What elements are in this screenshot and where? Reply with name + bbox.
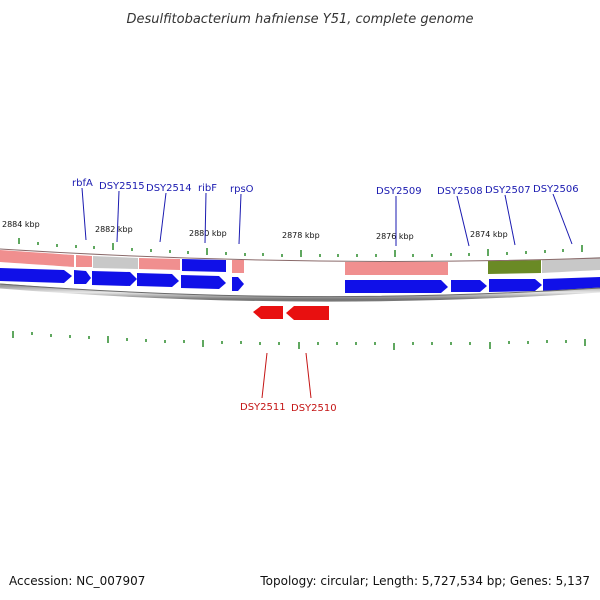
gene-arrow-forward bbox=[489, 279, 542, 292]
accession-text: Accession: NC_007907 bbox=[9, 574, 146, 588]
reverse-gene-track bbox=[253, 306, 329, 320]
gene-label-DSY2515: DSY2515 bbox=[99, 181, 145, 192]
gene-label-DSY2509: DSY2509 bbox=[376, 186, 422, 197]
leader-line bbox=[204, 192, 207, 244]
gene-arrow-forward bbox=[181, 275, 226, 289]
gene-label-rbfA: rbfA bbox=[72, 178, 93, 189]
scale-ticks-bottom bbox=[12, 331, 586, 350]
annotation-band-grey-right bbox=[542, 257, 600, 273]
gene-arrow-forward bbox=[232, 277, 244, 291]
reverse-gene-labels: DSY2511 DSY2510 bbox=[240, 352, 337, 414]
annotation-band-blue-ribf bbox=[182, 259, 226, 272]
genome-backbone bbox=[0, 283, 600, 302]
leader-line bbox=[116, 190, 120, 243]
gene-arrow-forward bbox=[345, 280, 448, 293]
leader-line bbox=[261, 352, 268, 399]
gene-arrow-forward bbox=[451, 280, 487, 292]
scale-label-2874kbp: 2874 kbp bbox=[470, 230, 508, 239]
leader-line bbox=[159, 192, 167, 243]
map-title: Desulfitobacterium hafniense Y51, comple… bbox=[126, 12, 473, 27]
gene-arrow-reverse bbox=[253, 306, 283, 319]
gene-label-DSY2510: DSY2510 bbox=[291, 403, 337, 414]
leader-line bbox=[81, 187, 87, 241]
gene-label-DSY2508: DSY2508 bbox=[437, 186, 483, 197]
gene-arrow-forward bbox=[0, 268, 72, 283]
gene-arrow-forward bbox=[543, 277, 600, 291]
forward-gene-track bbox=[0, 268, 600, 293]
annotation-band-salmon-left bbox=[0, 250, 74, 267]
annotation-band-track bbox=[0, 248, 600, 275]
annotation-band-salmon-rpso bbox=[232, 260, 244, 273]
scale-label-2884kbp: 2884 kbp bbox=[2, 220, 40, 229]
scale-label-2882kbp: 2882 kbp bbox=[95, 225, 133, 234]
genome-backbone-outline bbox=[0, 283, 600, 298]
leader-line bbox=[552, 193, 573, 245]
leader-line bbox=[238, 193, 242, 245]
annotation-band-grey-mid bbox=[93, 256, 138, 269]
annotation-band-salmon-mid bbox=[139, 258, 180, 270]
gene-label-DSY2514: DSY2514 bbox=[146, 183, 192, 194]
forward-gene-labels: rbfA DSY2515 DSY2514 ribF rpsO DSY2509 D… bbox=[72, 178, 579, 247]
annotation-band-grey-left bbox=[76, 255, 92, 267]
leader-line bbox=[456, 195, 470, 247]
scale-label-2880kbp: 2880 kbp bbox=[189, 229, 227, 238]
gene-label-DSY2511: DSY2511 bbox=[240, 402, 286, 413]
scale-ticks-top bbox=[18, 238, 583, 257]
genome-summary-text: Topology: circular; Length: 5,727,534 bp… bbox=[260, 574, 590, 588]
gene-arrow-reverse bbox=[286, 306, 329, 320]
annotation-band-salmon-right bbox=[345, 262, 448, 275]
annotation-band-olive bbox=[488, 260, 541, 274]
annotation-band-edge bbox=[0, 248, 600, 262]
leader-line bbox=[305, 352, 312, 399]
gene-label-DSY2507: DSY2507 bbox=[485, 185, 531, 196]
gene-arrow-forward bbox=[92, 271, 137, 286]
gene-label-ribF: ribF bbox=[198, 183, 217, 194]
gene-label-DSY2506: DSY2506 bbox=[533, 184, 579, 195]
leader-line bbox=[504, 194, 516, 246]
gene-label-rpsO: rpsO bbox=[230, 184, 254, 195]
scale-label-2876kbp: 2876 kbp bbox=[376, 232, 414, 241]
scale-label-2878kbp: 2878 kbp bbox=[282, 231, 320, 240]
gene-arrow-forward bbox=[74, 270, 91, 284]
gene-arrow-forward bbox=[137, 273, 179, 287]
